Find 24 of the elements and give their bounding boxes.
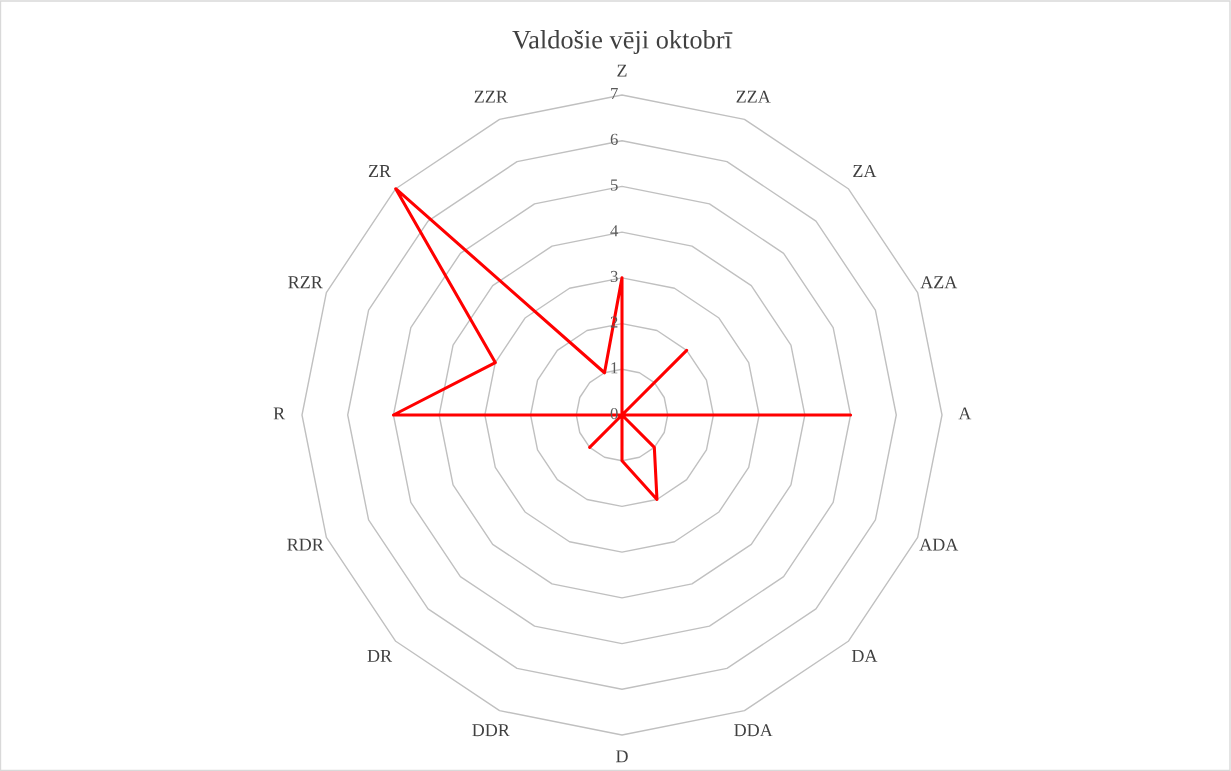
spoke-label: D [616,750,628,763]
y-tick-label: 3 [610,270,618,283]
spoke-label: ADA [919,538,959,551]
spoke-label: AZA [920,276,958,289]
spoke-label: ZZA [736,90,771,103]
spoke-label: RDR [287,538,324,551]
spoke-label: DR [367,649,393,662]
spoke-label: RZR [288,276,323,289]
spoke-label: DA [851,649,878,662]
spoke-label: ZR [368,165,392,177]
y-tick-label: 4 [610,225,619,237]
spoke-label: ZA [853,164,877,177]
spoke-label: ZZR [474,90,508,103]
spoke-label: DDA [734,724,773,737]
y-tick-label: 0 [610,407,618,420]
y-tick-label: 6 [610,133,618,145]
y-tick-label: 5 [610,179,618,191]
chart-title: Valdošie vēji oktobrī [512,30,733,54]
spoke-label: DDR [472,724,510,737]
spoke-label: A [958,407,972,420]
spoke-label: Z [617,64,627,77]
y-tick-label: 1 [611,362,618,374]
y-tick-label: 7 [611,88,618,100]
spoke-label: R [273,407,286,420]
